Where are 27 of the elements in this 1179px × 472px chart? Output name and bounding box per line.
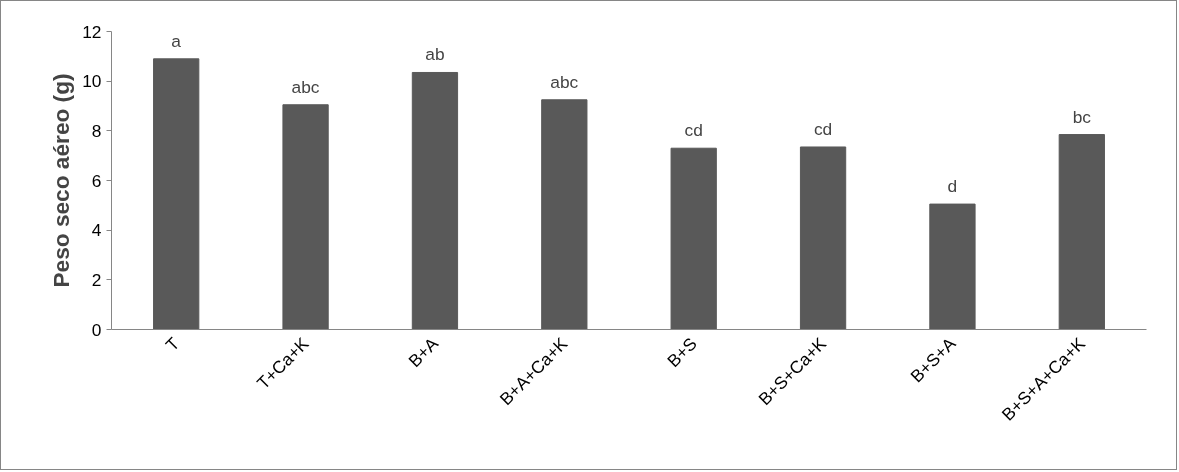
y-tick-label: 8 bbox=[91, 120, 102, 141]
bar bbox=[929, 203, 976, 330]
x-tick-label: B+S bbox=[663, 333, 701, 372]
x-tick-label: T bbox=[161, 333, 184, 356]
annotation: d bbox=[947, 176, 958, 197]
y-tick-label: 0 bbox=[91, 319, 102, 340]
annotation: ab bbox=[425, 44, 445, 65]
annotation: cd bbox=[813, 118, 833, 139]
bar bbox=[670, 147, 717, 330]
annotation: abc bbox=[550, 71, 579, 92]
annotation: bc bbox=[1072, 106, 1092, 127]
y-tick-label: 4 bbox=[91, 220, 102, 241]
bar bbox=[282, 104, 329, 330]
y-axis-title: Peso seco aéreo (g) bbox=[48, 73, 75, 288]
annotation: cd bbox=[684, 120, 703, 141]
y-tick-label: 2 bbox=[91, 269, 102, 290]
x-tick-label: B+A bbox=[404, 333, 443, 372]
y-tick-label: 6 bbox=[91, 170, 102, 191]
bar bbox=[1058, 134, 1105, 330]
annotation: abc bbox=[291, 76, 320, 97]
bar bbox=[541, 99, 588, 330]
y-tick-label: 12 bbox=[82, 21, 102, 42]
bar bbox=[411, 71, 459, 330]
annotation: a bbox=[171, 30, 182, 51]
y-tick-label: 10 bbox=[82, 71, 102, 92]
bar bbox=[153, 58, 200, 330]
bar bbox=[799, 146, 847, 330]
